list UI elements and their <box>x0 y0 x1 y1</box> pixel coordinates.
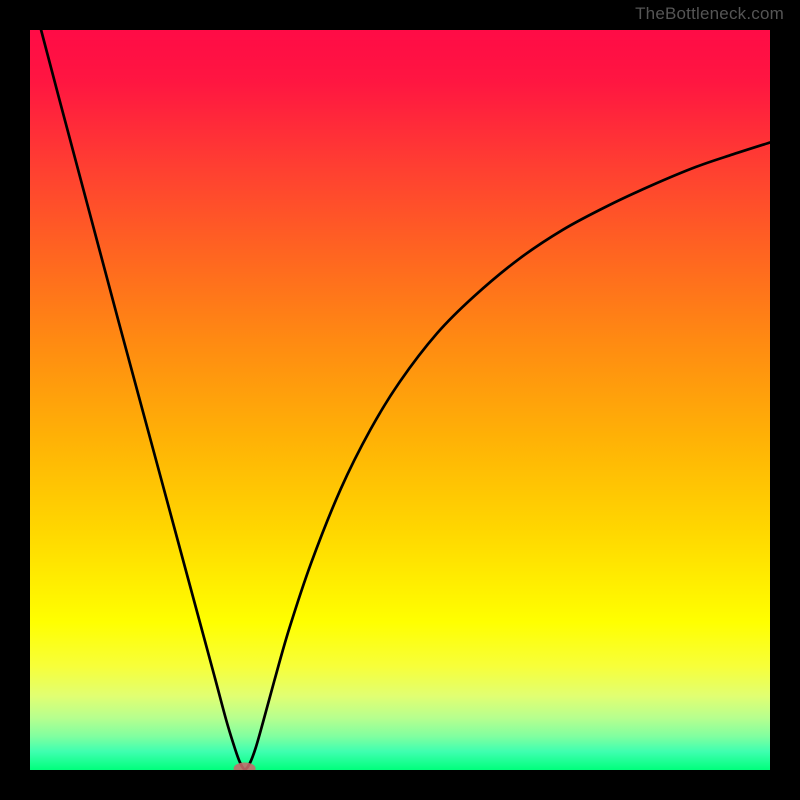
watermark-text: TheBottleneck.com <box>635 4 784 24</box>
bottleneck-curve <box>41 30 770 769</box>
chart-stage: TheBottleneck.com <box>0 0 800 800</box>
curve-layer <box>30 30 770 770</box>
optimal-marker <box>234 763 256 770</box>
